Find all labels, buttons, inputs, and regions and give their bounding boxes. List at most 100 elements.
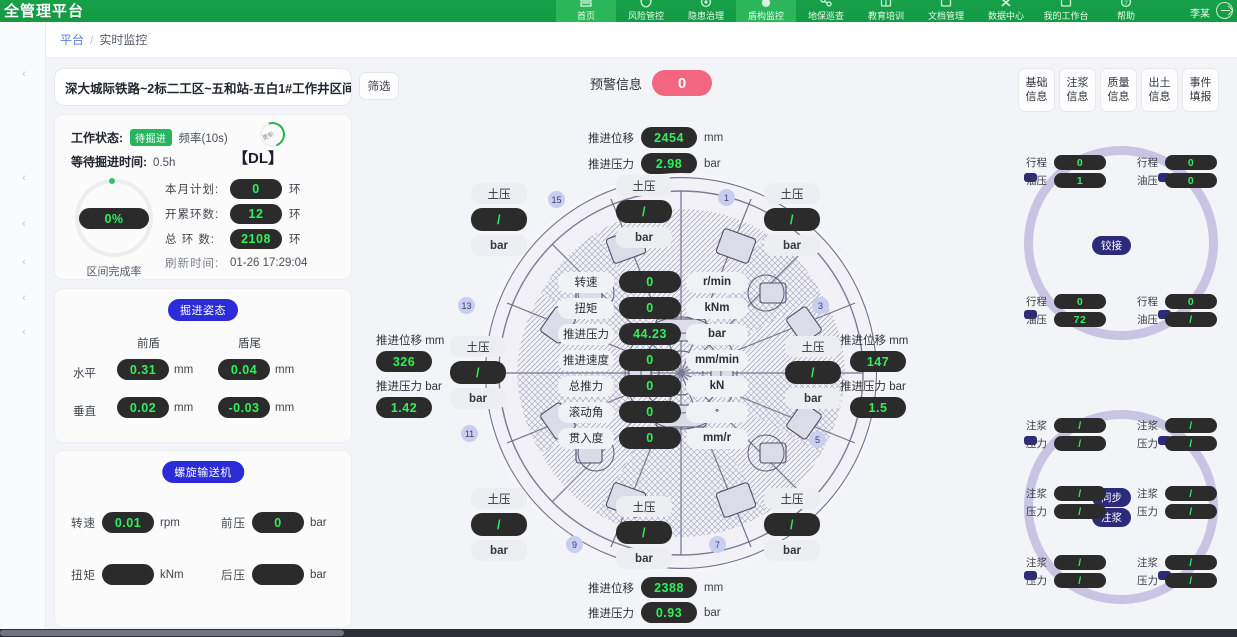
gr-ml-value2: / (1054, 504, 1106, 519)
top-advance-pressure-unit: bar (704, 157, 721, 170)
rail-collapse-chevron-4[interactable]: ‹ (22, 256, 26, 268)
gauge-label-6: 贯入度 (558, 427, 614, 449)
top-advance-displacement-row: 推进位移 2454 mm (588, 127, 723, 148)
nav-item-patrol[interactable]: 地保巡查 (796, 0, 856, 22)
gauge-unit-6: mm/r (686, 427, 748, 449)
info-button-row: 基础 信息 注浆 信息 质量 信息 出土 信息 事件 填报 (1018, 68, 1219, 112)
gr-bl-row1: 注浆 / (1026, 555, 1106, 570)
earth-pressure-bottom: 土压 / bar (616, 496, 672, 569)
data-icon (999, 0, 1013, 11)
nav-item-risk[interactable]: 风险管控 (616, 0, 676, 22)
muck-info-button[interactable]: 出土 信息 (1141, 68, 1178, 112)
attitude-col-tail: 盾尾 (238, 338, 261, 350)
grouting-info-button[interactable]: 注浆 信息 (1059, 68, 1096, 112)
articulation-knob-br (1158, 310, 1171, 319)
art-tr-stroke-label: 行程 (1137, 157, 1158, 169)
earth-pressure-lower-right: 土压 / bar (764, 488, 820, 561)
nav-item-home[interactable]: 首页 (556, 0, 616, 22)
left-advance-displacement-label: 推进位移 mm (376, 335, 445, 347)
rail-collapse-chevron-6[interactable]: ‹ (22, 326, 26, 338)
gr-mr-value2: / (1165, 504, 1217, 519)
rail-collapse-chevron-5[interactable]: ‹ (22, 292, 26, 304)
left-advance-pressure-label: 推进压力 bar (376, 381, 442, 393)
vertical-tail-unit: mm (275, 401, 295, 414)
horizontal-tail-unit: mm (275, 363, 295, 376)
breadcrumb-root[interactable]: 平台 (60, 33, 85, 47)
nav-label-1: 风险管控 (627, 11, 664, 21)
monitor-icon (759, 0, 773, 11)
gr-bl-value2: / (1054, 573, 1106, 588)
nav-item-help[interactable]: ? 帮助 (1096, 0, 1156, 22)
muck-info-line2: 信息 (1148, 91, 1171, 103)
horizontal-front-unit: mm (174, 363, 194, 376)
screw-rear-pressure-row: 后压 bar (221, 564, 327, 585)
gr-br-label1: 注浆 (1137, 557, 1158, 569)
gauge-label-0: 转速 (558, 271, 614, 293)
gauge-unit-5: ° (686, 401, 748, 423)
month-plan-label: 本月计划: (165, 184, 220, 196)
right-advance-pressure-label: 推进压力 bar (840, 381, 906, 393)
gr-tl-label1: 注浆 (1026, 420, 1047, 432)
filter-button[interactable]: 筛选 (359, 72, 399, 100)
project-selector[interactable]: 深大城际铁路~2标二工区~五和站-五白1#工作井区间左线 (54, 68, 352, 106)
help-icon: ? (1119, 0, 1133, 11)
nav-item-workbench[interactable]: 我的工作台 (1036, 0, 1096, 22)
quality-info-line1: 质量 (1107, 77, 1130, 89)
shield-icon (639, 0, 653, 11)
ep-top-value: / (616, 200, 672, 223)
gauge-value-2: 44.23 (619, 323, 681, 345)
nav-item-data-center[interactable]: 数据中心 (976, 0, 1036, 22)
gr-tl-label2: 压力 (1026, 438, 1047, 450)
gr-br-value1: / (1165, 555, 1217, 570)
attitude-vertical-tail: -0.03 mm (218, 397, 294, 418)
basic-info-button[interactable]: 基础 信息 (1018, 68, 1055, 112)
nav-label-4: 地保巡查 (807, 11, 844, 21)
grouting-knob-tr (1158, 436, 1171, 445)
gr-br-row2: 压力 / (1137, 573, 1217, 588)
screw-torque-row: 扭矩 kNm (71, 564, 184, 585)
art-tr-oil-value: 0 (1165, 173, 1217, 188)
basic-info-line1: 基础 (1025, 77, 1048, 89)
completion-rate-value: 0% (79, 208, 149, 229)
app-brand-title: 全管理平台 (4, 3, 85, 20)
work-state-label: 工作状态: (71, 131, 123, 145)
badge-15: 15 (548, 191, 565, 208)
month-plan-row: 本月计划: 0 环 (165, 179, 301, 199)
nav-item-hazard[interactable]: 隐患治理 (676, 0, 736, 22)
gauge-row-rotation-speed: 转速 0 r/min (558, 271, 748, 293)
gr-tr-value1: / (1165, 418, 1217, 433)
nav-item-documents[interactable]: 文档管理 (916, 0, 976, 22)
top-advance-pressure-value: 2.98 (641, 153, 697, 174)
badge-5: 5 (809, 431, 826, 448)
logout-icon[interactable] (1216, 2, 1233, 19)
book-icon (879, 0, 893, 11)
screw-torque-value (102, 564, 154, 585)
gr-ml-row1: 注浆 / (1026, 486, 1106, 501)
quality-info-line2: 信息 (1107, 91, 1130, 103)
articulation-tag: 铰接 (1092, 236, 1131, 255)
art-bl-stroke-label: 行程 (1026, 296, 1047, 308)
nav-label-6: 文档管理 (927, 11, 964, 21)
scrollbar-thumb[interactable] (0, 630, 344, 636)
status-card: 工作状态: 待掘进 频率(10s) 更新 等待掘进时间: 0.5h 【DL】 0… (54, 114, 352, 280)
quality-info-button[interactable]: 质量 信息 (1100, 68, 1137, 112)
ep-ml-value: / (450, 361, 506, 384)
bottom-advance-pressure-unit: bar (704, 606, 721, 619)
grouting-info-line2: 信息 (1066, 91, 1089, 103)
nav-item-training[interactable]: 教育培训 (856, 0, 916, 22)
horizontal-scrollbar[interactable] (0, 629, 1237, 637)
articulation-knob-tl (1024, 173, 1037, 182)
event-report-button[interactable]: 事件 填报 (1182, 68, 1219, 112)
gr-bl-value1: / (1054, 555, 1106, 570)
rail-collapse-chevron-3[interactable]: ‹ (22, 218, 26, 230)
rail-collapse-chevron-1[interactable]: ‹ (22, 68, 26, 80)
rail-collapse-chevron-2[interactable]: ‹ (22, 172, 26, 184)
nav-item-shield-monitor[interactable]: 盾构监控 (736, 0, 796, 22)
bottom-advance-displacement-label: 推进位移 (588, 582, 634, 595)
warning-icon (699, 0, 713, 11)
gauge-unit-1: kNm (686, 297, 748, 319)
grouting-info-line1: 注浆 (1066, 77, 1089, 89)
ep-ll-value: / (471, 513, 527, 536)
warning-count-badge[interactable]: 0 (652, 70, 713, 96)
gr-tr-label2: 压力 (1137, 438, 1158, 450)
